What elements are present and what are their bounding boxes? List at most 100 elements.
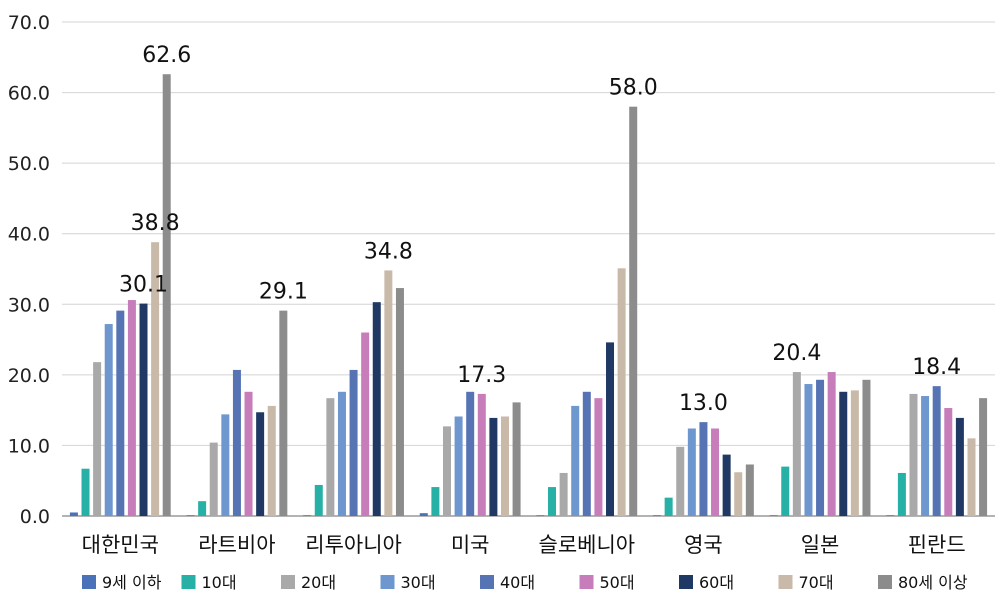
legend-swatch: [480, 575, 494, 589]
bar: [921, 396, 930, 516]
data-label: 34.8: [364, 239, 413, 264]
category-label: 핀란드: [908, 533, 966, 557]
bar: [186, 515, 195, 516]
bar: [816, 379, 825, 516]
legend-swatch: [281, 575, 295, 589]
legend-swatch: [878, 575, 892, 589]
bar: [279, 310, 288, 516]
bar: [722, 454, 731, 516]
bar: [104, 324, 113, 516]
bar: [395, 288, 404, 516]
data-label: 38.8: [131, 211, 180, 236]
bar: [337, 391, 346, 516]
legend-swatch: [579, 575, 594, 589]
bar: [944, 408, 953, 516]
bar: [209, 442, 218, 516]
bar: [69, 512, 78, 516]
category-label: 슬로베니아: [539, 533, 636, 557]
bar: [442, 426, 451, 516]
bar: [827, 372, 836, 516]
bar: [653, 515, 662, 516]
bar: [361, 332, 370, 516]
bar: [606, 342, 615, 516]
legend-label: 80세 이상: [898, 573, 968, 592]
legend-label: 10대: [202, 573, 237, 592]
y-tick-label: 50.0: [8, 153, 50, 175]
bar: [116, 310, 125, 516]
bar: [349, 369, 358, 516]
data-label: 29.1: [259, 280, 308, 305]
y-axis-ticks: 0.0 10.0 20.0 30.0 40.0 50.0 60.0 70.0: [8, 12, 50, 528]
bar: [862, 379, 871, 516]
category-label: 일본: [801, 533, 840, 557]
y-tick-label: 60.0: [8, 83, 50, 105]
category-label: 미국: [451, 533, 490, 557]
bar: [781, 466, 790, 516]
bar: [967, 438, 976, 516]
legend-label: 70대: [799, 573, 834, 592]
bar: [979, 398, 988, 516]
data-label: 18.4: [912, 355, 961, 380]
bar: [594, 398, 603, 516]
bar: [548, 487, 557, 516]
bar: [769, 515, 778, 516]
data-labels: 30.1 38.8 62.6 29.1 34.8 17.3 58.0 13.0 20.4 18.4: [119, 43, 961, 416]
bar: [629, 106, 638, 516]
y-tick-label: 20.0: [8, 365, 50, 387]
bars: [69, 74, 988, 517]
bar: [232, 369, 241, 516]
bar: [454, 416, 463, 516]
category-label: 대한민국: [82, 533, 159, 557]
data-label: 13.0: [679, 391, 728, 416]
data-label: 62.6: [142, 43, 191, 68]
legend-label: 20대: [301, 573, 336, 592]
bar: [489, 417, 498, 516]
legend-label: 9세 이하: [102, 573, 162, 592]
bar: [850, 390, 859, 516]
bar: [734, 472, 743, 516]
bar: [909, 393, 918, 516]
bar: [955, 417, 964, 516]
bar: [536, 515, 545, 516]
bar: [932, 386, 941, 516]
bar: [303, 515, 312, 516]
bar: [419, 513, 428, 516]
y-tick-label: 40.0: [8, 224, 50, 246]
category-label: 리투아니아: [305, 533, 402, 557]
bar: [198, 501, 207, 516]
bar: [886, 515, 895, 516]
y-tick-label: 70.0: [8, 12, 50, 34]
data-label: 17.3: [457, 363, 506, 388]
bar: [897, 472, 906, 516]
bar: [139, 303, 148, 516]
bar: [699, 422, 708, 516]
bar: [687, 428, 696, 516]
bar: [93, 362, 102, 516]
category-label: 영국: [684, 533, 723, 557]
bar: [314, 484, 323, 516]
legend-label: 40대: [500, 573, 535, 592]
legend-label: 60대: [699, 573, 734, 592]
bar: [466, 391, 475, 516]
y-tick-label: 0.0: [20, 506, 50, 528]
bar: [477, 393, 486, 516]
bar: [256, 412, 265, 516]
bar: [804, 384, 813, 516]
bar: [617, 268, 626, 516]
bar: [244, 391, 253, 516]
data-label: 20.4: [772, 341, 821, 366]
legend-swatch: [380, 575, 395, 589]
bar: [512, 402, 521, 516]
bar: [500, 416, 509, 516]
y-tick-label: 30.0: [8, 294, 50, 316]
bar: [162, 74, 171, 517]
legend-swatch: [679, 575, 693, 589]
legend: 9세 이하 10대 20대 30대 40대 50대 60대 70대 80세 이상: [82, 573, 968, 592]
bar: [711, 428, 720, 516]
bar: [221, 414, 230, 516]
bar: [384, 270, 393, 516]
bar: [151, 242, 160, 516]
bar: [559, 472, 568, 516]
category-label: 라트비아: [198, 533, 275, 557]
